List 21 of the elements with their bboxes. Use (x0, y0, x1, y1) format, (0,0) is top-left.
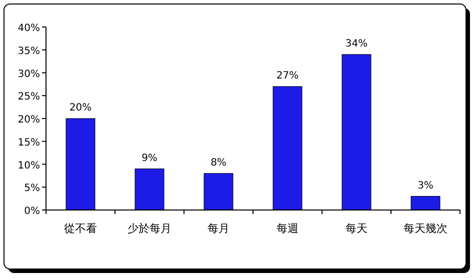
data-label: 27% (276, 70, 299, 82)
x-tick-label: 每週 (276, 222, 298, 235)
x-tick-label: 從不看 (64, 222, 97, 235)
x-tick-label: 少於每月 (128, 222, 172, 235)
data-label: 20% (69, 102, 92, 114)
y-tick-label: 10% (18, 160, 40, 172)
data-label: 3% (418, 180, 434, 192)
y-tick-label: 35% (18, 46, 40, 57)
x-tick-label: 每天 (346, 222, 368, 235)
y-tick-label: 0% (24, 206, 40, 217)
x-tick-label: 每天幾次 (404, 222, 448, 235)
y-tick-label: 25% (18, 92, 40, 103)
y-tick-label: 5% (24, 183, 40, 194)
y-tick-label: 20% (18, 114, 40, 126)
y-tick-label: 15% (18, 137, 40, 148)
data-label: 8% (210, 157, 226, 168)
data-label: 9% (142, 152, 158, 164)
data-label: 34% (345, 38, 368, 50)
y-tick-label: 30% (18, 68, 40, 80)
x-tick-label: 每月 (208, 222, 230, 235)
y-tick-label: 40% (18, 23, 40, 34)
